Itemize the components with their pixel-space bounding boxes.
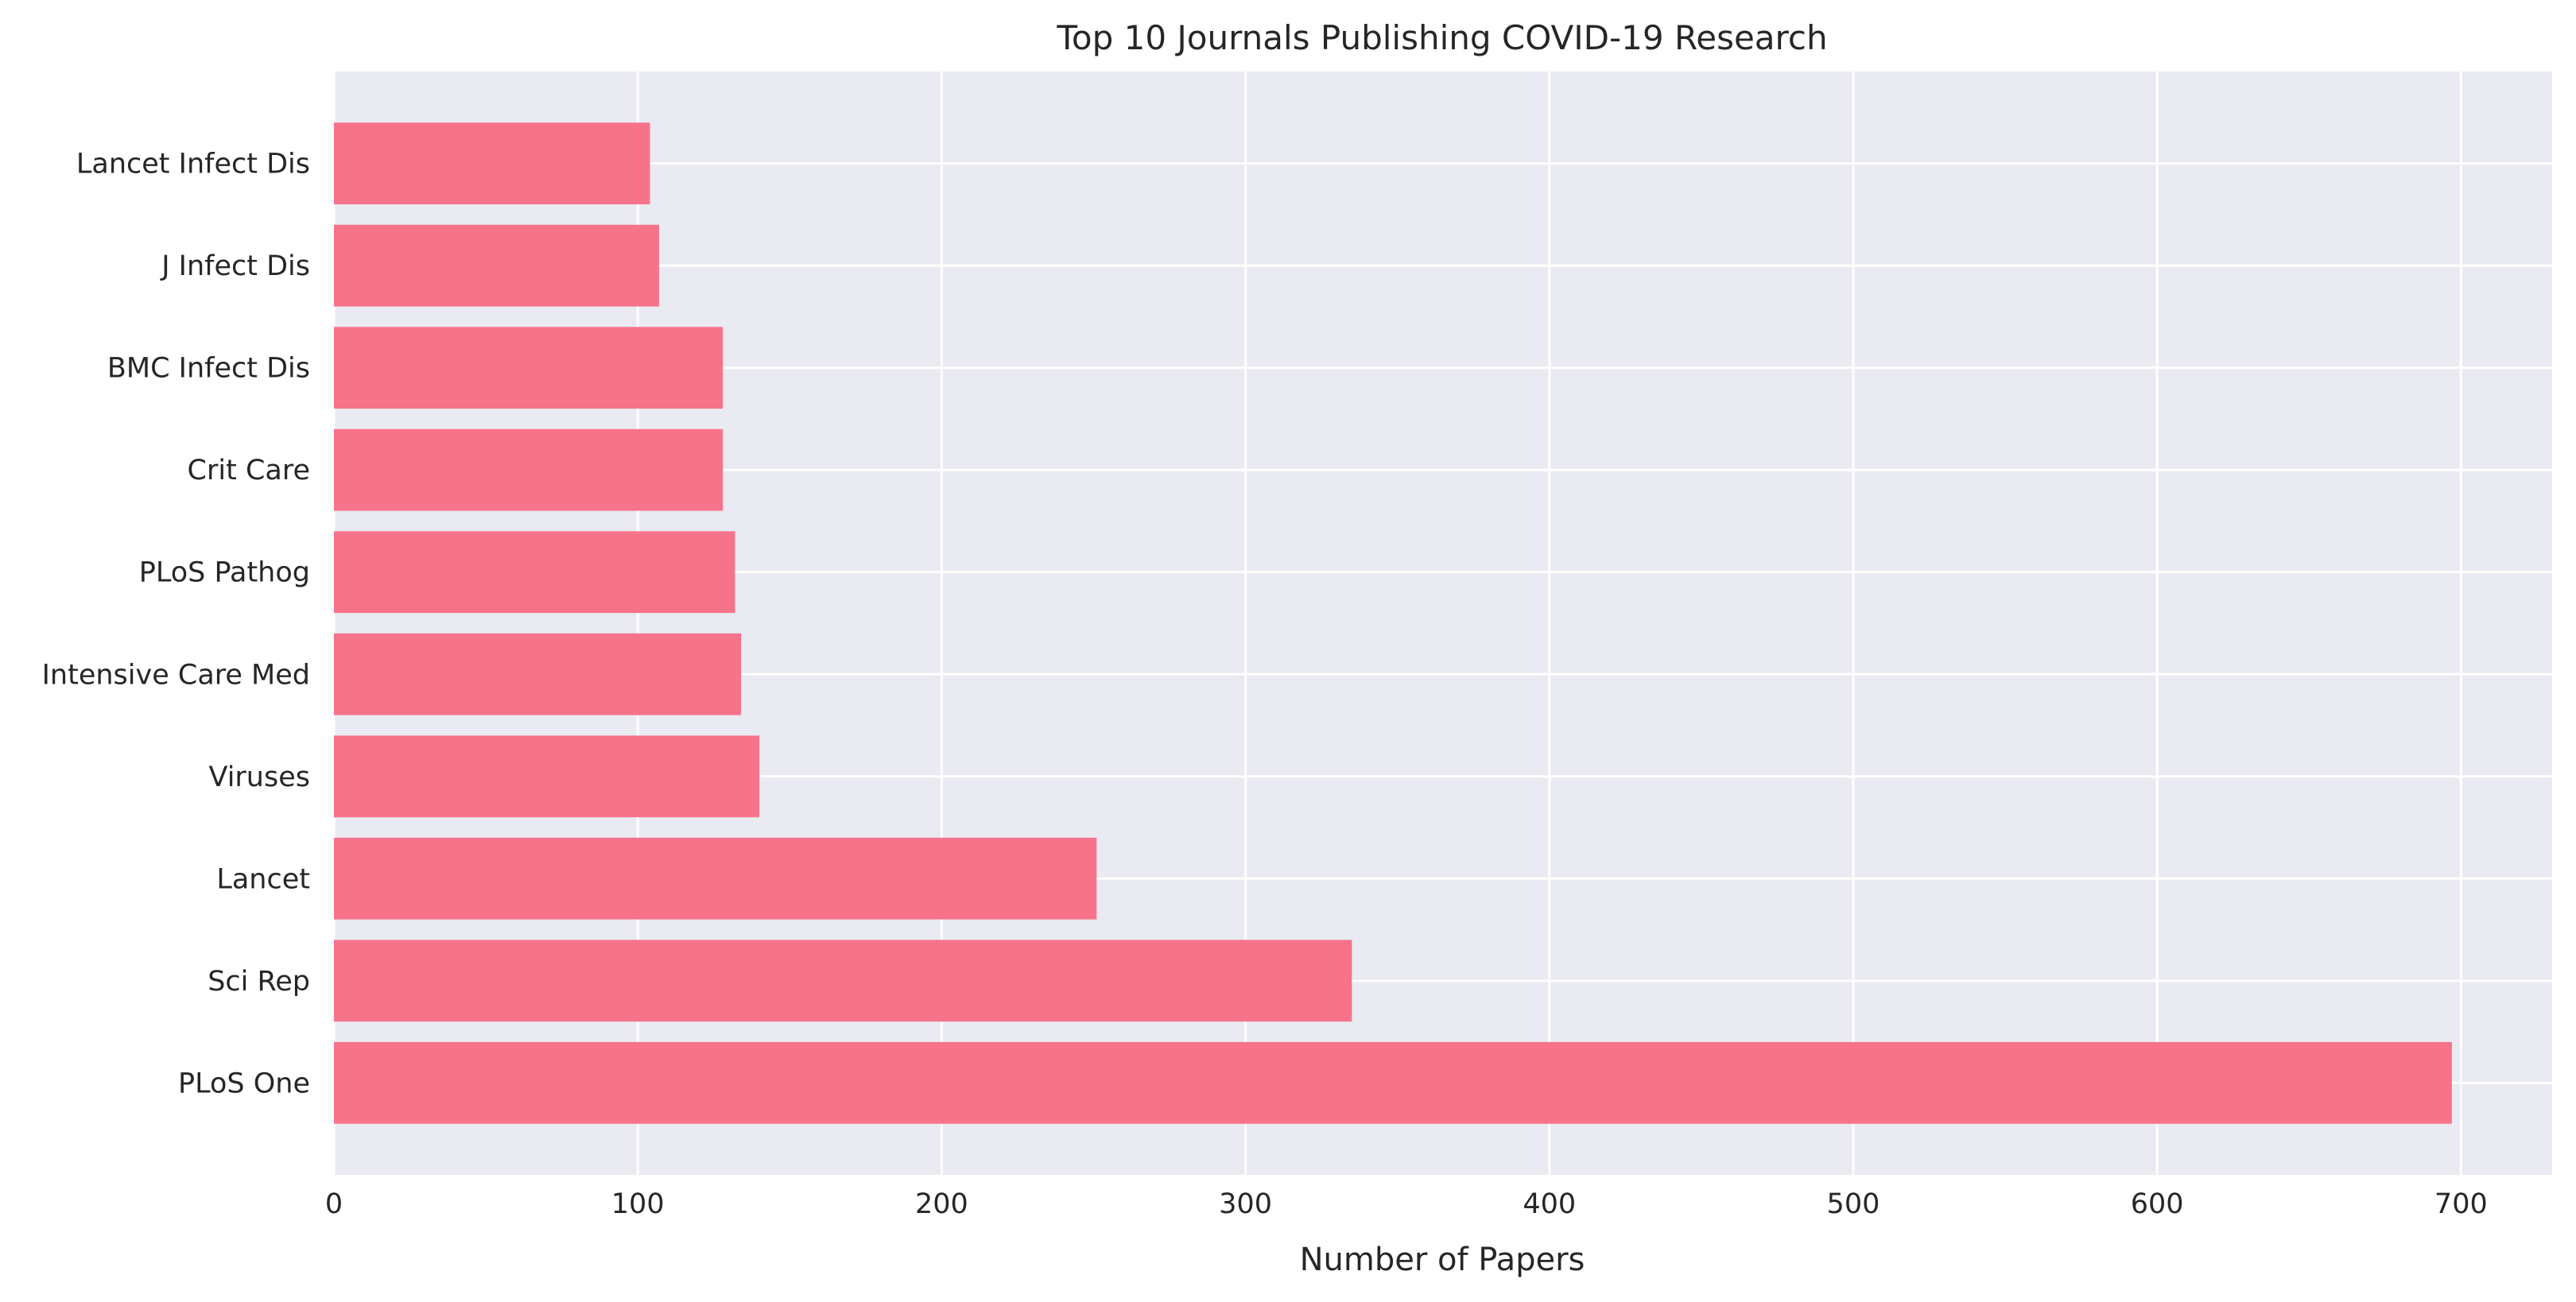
x-tick-label: 400 bbox=[1523, 1188, 1576, 1220]
bar bbox=[334, 224, 659, 307]
bar bbox=[334, 122, 650, 205]
y-tick-label: Lancet bbox=[216, 863, 310, 895]
bar bbox=[334, 428, 724, 511]
x-axis-label: Number of Papers bbox=[1300, 1242, 1585, 1278]
y-tick-label: Intensive Care Med bbox=[42, 659, 310, 691]
x-tick-label: 500 bbox=[1827, 1188, 1880, 1220]
x-tick-label: 700 bbox=[2434, 1188, 2488, 1220]
x-tick-label: 300 bbox=[1219, 1188, 1272, 1220]
bar bbox=[334, 633, 742, 715]
bar bbox=[334, 837, 1097, 920]
bar bbox=[334, 735, 760, 818]
bar bbox=[334, 1041, 2452, 1124]
y-tick-label: Crit Care bbox=[188, 455, 310, 486]
chart-title: Top 10 Journals Publishing COVID-19 Rese… bbox=[1056, 18, 1827, 57]
y-tick-labels: PLoS One Sci Rep Lancet Viruses Intensive Ca… bbox=[42, 149, 310, 1100]
x-tick-label: 100 bbox=[611, 1188, 665, 1220]
x-tick-labels: 0 100 200 300 400 500 600 700 bbox=[325, 1188, 2488, 1220]
y-tick-label: Sci Rep bbox=[208, 966, 310, 998]
bar bbox=[334, 327, 724, 409]
x-tick-label: 600 bbox=[2131, 1188, 2184, 1220]
y-tick-label: Lancet Infect Dis bbox=[76, 149, 310, 180]
x-tick-label: 200 bbox=[915, 1188, 968, 1220]
y-tick-label: PLoS Pathog bbox=[139, 557, 310, 589]
x-tick-label: 0 bbox=[325, 1188, 343, 1220]
y-tick-label: BMC Infect Dis bbox=[107, 353, 310, 385]
y-tick-label: PLoS One bbox=[178, 1068, 310, 1099]
bars bbox=[334, 122, 2452, 1124]
y-tick-label: J Infect Dis bbox=[160, 250, 310, 282]
bar bbox=[334, 940, 1352, 1022]
bar bbox=[334, 531, 735, 614]
y-tick-label: Viruses bbox=[209, 761, 310, 793]
